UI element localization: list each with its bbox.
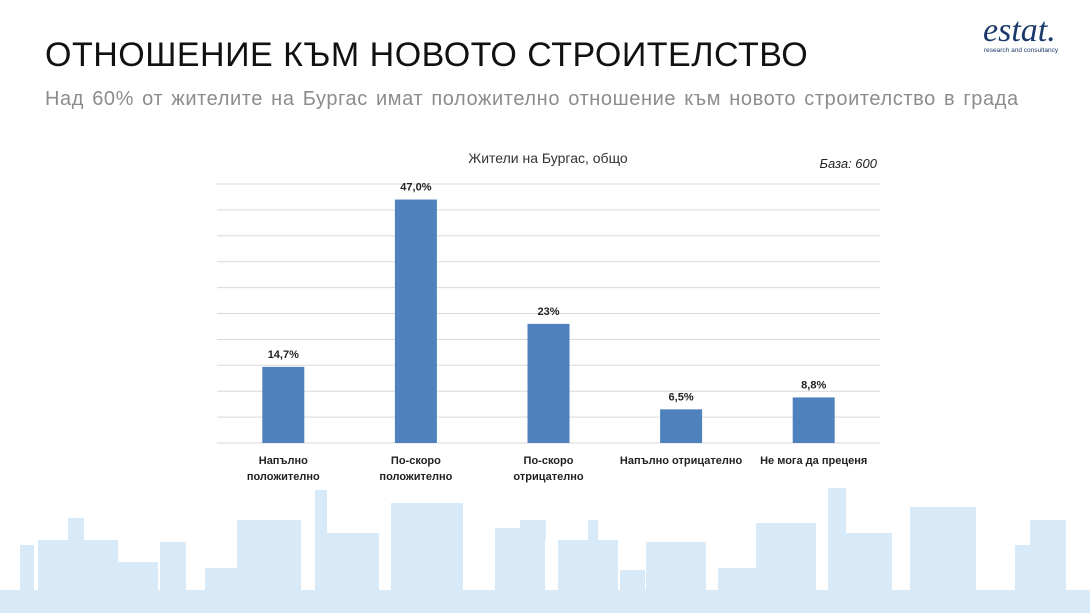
bar	[660, 409, 703, 443]
logo: estat.	[983, 12, 1056, 49]
base-note: База: 600	[820, 156, 878, 171]
value-label: 47,0%	[400, 182, 431, 194]
skyline	[0, 488, 1090, 613]
value-label: 23%	[537, 306, 559, 318]
value-label: 14,7%	[268, 349, 299, 361]
bar	[394, 199, 437, 443]
x-tick-label: Напълно положително	[246, 455, 320, 483]
x-tick-label: По-скоро положително	[379, 455, 453, 483]
x-tick-label: Не мога да преценя	[760, 455, 868, 467]
bar	[262, 366, 305, 443]
logo-tagline: research and consultancy	[984, 47, 1059, 54]
slide-subtitle: Над 60% от жителите на Бургас имат полож…	[45, 88, 1019, 110]
chart-title: Жители на Бургас, общо	[468, 150, 628, 166]
value-label: 8,8%	[801, 379, 826, 391]
x-tick-label: Напълно отрицателно	[619, 455, 743, 467]
slide-title: ОТНОШЕНИЕ КЪМ НОВОТО СТРОИТЕЛСТВО	[45, 36, 809, 74]
value-label: 6,5%	[669, 391, 694, 403]
bar	[792, 397, 835, 443]
bar	[527, 323, 570, 443]
x-tick-label: По-скоро отрицателно	[513, 455, 584, 483]
